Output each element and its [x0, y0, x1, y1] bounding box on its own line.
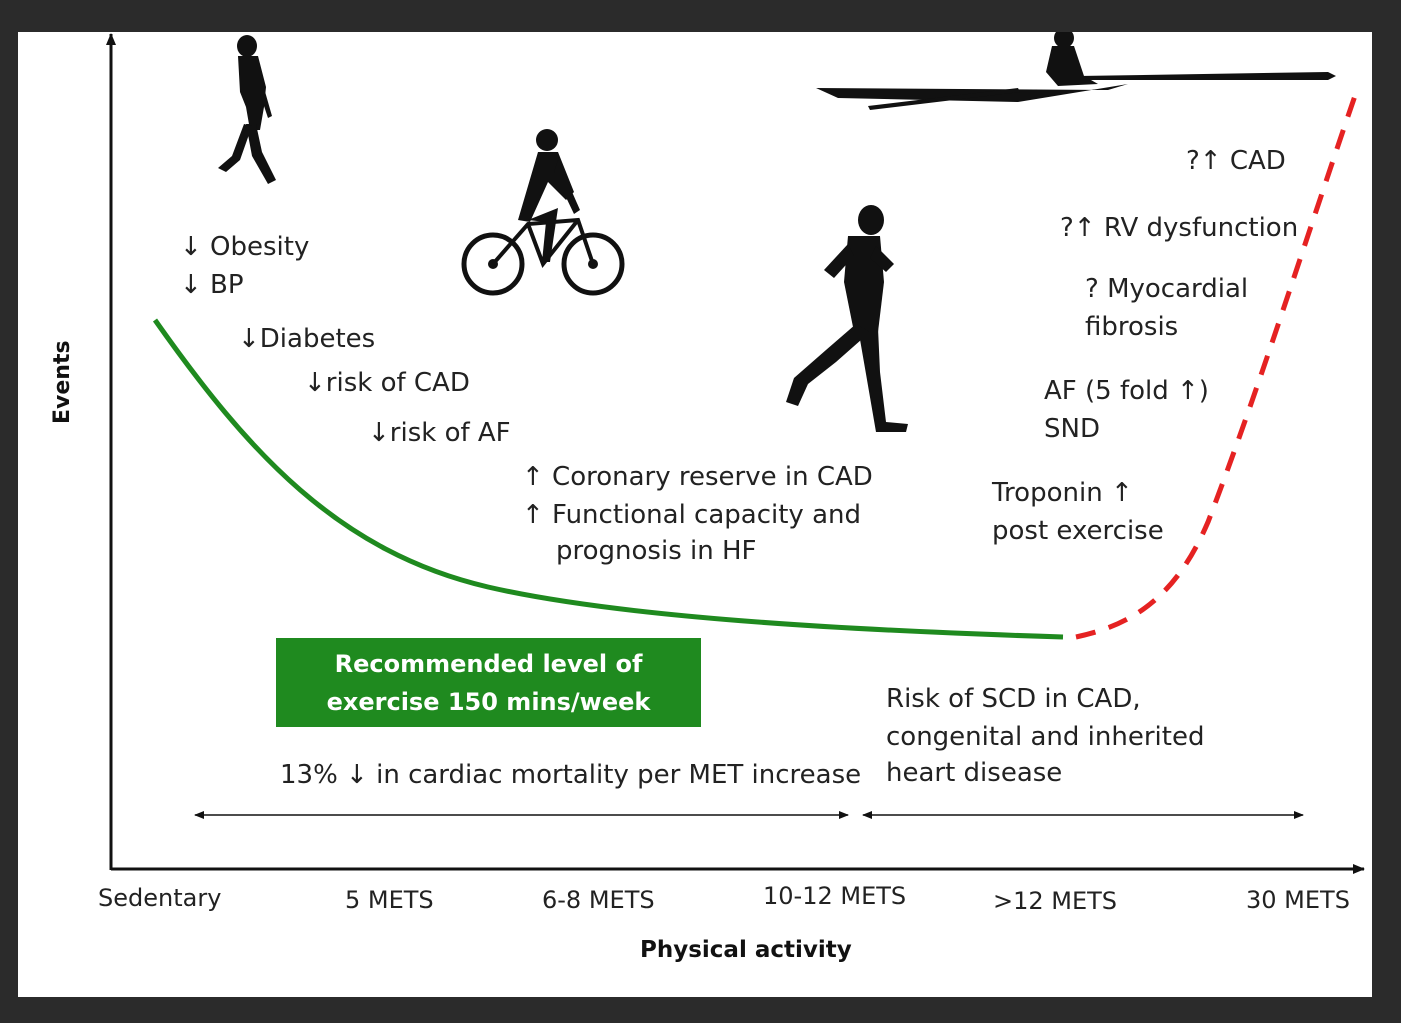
- y-axis-label: Events: [50, 340, 75, 424]
- rower-icon: [816, 32, 1336, 110]
- risk-post-exercise: post exercise: [992, 516, 1164, 546]
- tick-30-mets: 30 METS: [1246, 886, 1350, 914]
- cyclist-icon: [461, 129, 625, 296]
- benefit-diabetes: ↓Diabetes: [238, 324, 376, 354]
- tick-6-8-mets: 6-8 METS: [542, 886, 655, 914]
- benefit-functional-capacity: ↑ Functional capacity and: [522, 500, 862, 530]
- benefit-bp: ↓ BP: [180, 270, 244, 300]
- mortality-note: 13% ↓ in cardiac mortality per MET incre…: [280, 760, 862, 790]
- risk-af: AF (5 fold ↑): [1044, 376, 1209, 406]
- risk-rv-dysfunction: ?↑ RV dysfunction: [1060, 213, 1299, 243]
- risk-cad: ?↑ CAD: [1186, 146, 1286, 176]
- benefit-curve: [152, 318, 1064, 640]
- benefit-cad-risk: ↓risk of CAD: [304, 368, 470, 398]
- tick-12-plus-mets: >12 METS: [993, 887, 1118, 915]
- recommendation-line-1: Recommended level of: [334, 649, 643, 678]
- benefit-coronary-reserve: ↑ Coronary reserve in CAD: [522, 462, 873, 492]
- tick-sedentary: Sedentary: [98, 884, 222, 912]
- recommendation-line-2: exercise 150 mins/week: [326, 687, 651, 716]
- recommendation-box: Recommended level of exercise 150 mins/w…: [276, 638, 701, 727]
- risk-fibrosis: fibrosis: [1085, 312, 1179, 342]
- risk-curve: [1075, 86, 1361, 640]
- diagram-canvas: Events Physical activity Sedentary 5 MET…: [18, 32, 1372, 997]
- scd-line-2: congenital and inherited: [886, 722, 1205, 752]
- x-axis-label: Physical activity: [640, 937, 852, 963]
- diagram-graphics: [106, 32, 1365, 874]
- benefit-af-risk: ↓risk of AF: [368, 418, 511, 448]
- benefit-prognosis-hf: prognosis in HF: [556, 536, 757, 566]
- scd-line-1: Risk of SCD in CAD,: [886, 684, 1141, 714]
- risk-myocardial: ? Myocardial: [1085, 274, 1249, 304]
- benefit-obesity: ↓ Obesity: [180, 232, 310, 262]
- runner-icon: [786, 205, 908, 432]
- walking-person-icon: [218, 35, 276, 184]
- risk-troponin: Troponin ↑: [992, 478, 1133, 508]
- scd-line-3: heart disease: [886, 758, 1063, 788]
- tick-10-12-mets: 10-12 METS: [763, 882, 907, 910]
- tick-5-mets: 5 METS: [345, 886, 434, 914]
- risk-snd: SND: [1044, 414, 1100, 444]
